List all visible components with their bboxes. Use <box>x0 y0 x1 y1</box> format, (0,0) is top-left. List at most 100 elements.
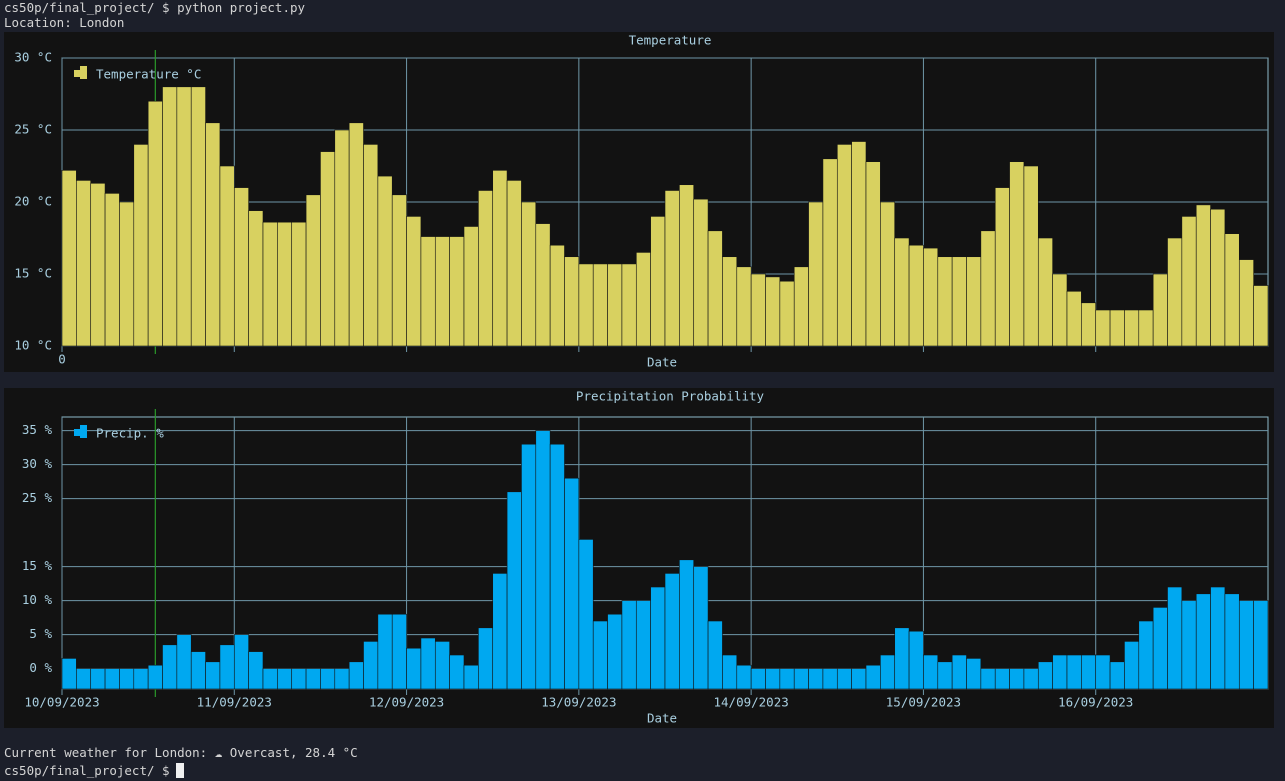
bar <box>1109 309 1125 347</box>
bar <box>822 668 838 690</box>
bar <box>1037 661 1053 690</box>
bar <box>1066 290 1082 347</box>
bar <box>851 141 867 347</box>
bar <box>664 190 680 347</box>
bar <box>449 236 465 347</box>
bar <box>1138 620 1154 690</box>
y-tick-label: 5 % <box>29 626 52 641</box>
bar <box>908 244 924 347</box>
bar <box>1210 586 1226 690</box>
bar <box>808 668 824 690</box>
bar <box>291 221 307 347</box>
bar <box>765 276 781 347</box>
bar <box>76 180 92 347</box>
bar <box>1181 216 1197 347</box>
bar <box>190 86 206 347</box>
bar <box>549 443 565 690</box>
bar <box>348 122 364 347</box>
bar <box>592 620 608 690</box>
bar <box>219 165 235 347</box>
bar <box>233 187 249 347</box>
bar <box>966 256 982 347</box>
bar <box>1253 600 1269 690</box>
bar <box>722 256 738 347</box>
bar <box>535 430 551 690</box>
bar <box>650 216 666 347</box>
bar <box>320 668 336 690</box>
legend-marker <box>74 429 81 436</box>
chart-title: Temperature <box>629 33 712 48</box>
bar <box>119 201 135 347</box>
bar <box>162 86 178 347</box>
command-line: cs50p/final_project/ $ python project.py <box>4 0 306 15</box>
bar <box>420 637 436 690</box>
bar <box>492 573 508 690</box>
bar <box>521 443 537 690</box>
bar <box>1109 661 1125 690</box>
bar <box>722 654 738 690</box>
bar <box>1037 237 1053 347</box>
bar <box>664 573 680 690</box>
bar <box>291 668 307 690</box>
bar <box>779 668 795 690</box>
bar <box>463 664 479 690</box>
bar <box>822 158 838 347</box>
bar <box>693 198 709 347</box>
bar <box>894 237 910 347</box>
bar <box>578 539 594 690</box>
bar <box>908 630 924 690</box>
bar <box>219 644 235 690</box>
bar <box>1224 593 1240 690</box>
bar <box>966 658 982 690</box>
bar <box>363 641 379 690</box>
bar <box>635 600 651 690</box>
bar <box>635 252 651 347</box>
x-tick-label: 14/09/2023 <box>714 695 789 710</box>
y-tick-label: 10 °C <box>14 338 52 353</box>
bar <box>693 566 709 690</box>
prompt: cs50p/final_project/ $ <box>4 763 184 779</box>
bar <box>478 627 494 690</box>
location-line: Location: London <box>4 15 125 30</box>
bar <box>836 668 852 690</box>
bar <box>233 634 249 690</box>
bar <box>119 668 135 690</box>
bar <box>621 263 637 347</box>
legend-marker <box>80 66 87 79</box>
bar <box>1195 593 1211 690</box>
bar <box>449 654 465 690</box>
bar <box>133 144 149 347</box>
result-line: Current weather for London: ☁ Overcast, … <box>4 745 358 760</box>
bar <box>377 175 393 347</box>
y-tick-label: 10 % <box>22 592 53 607</box>
bar <box>564 477 580 690</box>
bar <box>937 256 953 347</box>
charts: Temperature Date 10 °C 15 °C 20 °C 25 °C 30 °C… <box>4 32 1274 728</box>
x-tick-label: 15/09/2023 <box>886 695 961 710</box>
x-axis-label: Date <box>647 711 677 726</box>
bar <box>262 668 278 690</box>
bar <box>463 226 479 347</box>
bar <box>980 230 996 347</box>
bar <box>205 661 221 690</box>
bar <box>162 644 178 690</box>
bar <box>994 187 1010 347</box>
bar <box>779 280 795 347</box>
bar <box>923 654 939 690</box>
bar <box>391 194 407 347</box>
bar <box>937 661 953 690</box>
bar <box>90 182 106 347</box>
bar <box>880 201 896 347</box>
bar <box>305 668 321 690</box>
bar <box>147 664 163 690</box>
bar <box>951 256 967 347</box>
bar <box>1124 309 1140 347</box>
bar <box>61 170 77 347</box>
bar <box>176 86 192 347</box>
bar <box>650 586 666 690</box>
bar <box>506 180 522 347</box>
bar <box>176 634 192 690</box>
bar <box>1224 233 1240 347</box>
bar <box>894 627 910 690</box>
bar <box>621 600 637 690</box>
